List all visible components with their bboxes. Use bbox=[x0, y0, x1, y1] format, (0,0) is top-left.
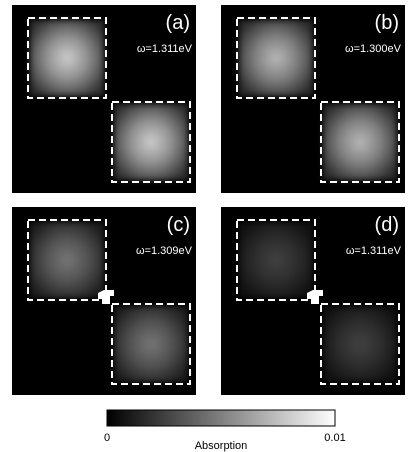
intensity bbox=[239, 222, 313, 298]
colorbar-tick: 0.01 bbox=[324, 432, 345, 444]
intensity bbox=[239, 20, 313, 96]
colorbar bbox=[107, 410, 335, 426]
intensity bbox=[30, 222, 104, 298]
panel: (a) ω=1.311eV bbox=[12, 5, 196, 193]
intensity bbox=[114, 306, 188, 382]
figure: (a) ω=1.311eV (b) ω=1.300eV (c) ω=1.309eV (d) ω… bbox=[0, 0, 411, 452]
panel: (d) ω=1.311eV bbox=[221, 207, 405, 395]
panel-label: (d) bbox=[375, 214, 399, 236]
energy-label: ω=1.309eV bbox=[136, 245, 193, 257]
panel-label: (a) bbox=[166, 12, 190, 34]
colorbar-tick: 0 bbox=[104, 432, 110, 444]
energy-label: ω=1.300eV bbox=[345, 43, 402, 55]
colorbar-label: Absorption bbox=[195, 440, 248, 452]
intensity bbox=[114, 104, 188, 180]
intensity bbox=[323, 104, 397, 180]
energy-label: ω=1.311eV bbox=[346, 245, 402, 257]
panel-label: (c) bbox=[167, 214, 190, 236]
energy-label: ω=1.311eV bbox=[137, 43, 193, 55]
panel-label: (b) bbox=[375, 12, 399, 34]
panel: (c) ω=1.309eV bbox=[12, 207, 196, 395]
panel: (b) ω=1.300eV bbox=[221, 5, 405, 193]
intensity bbox=[323, 306, 397, 382]
intensity bbox=[30, 20, 104, 96]
